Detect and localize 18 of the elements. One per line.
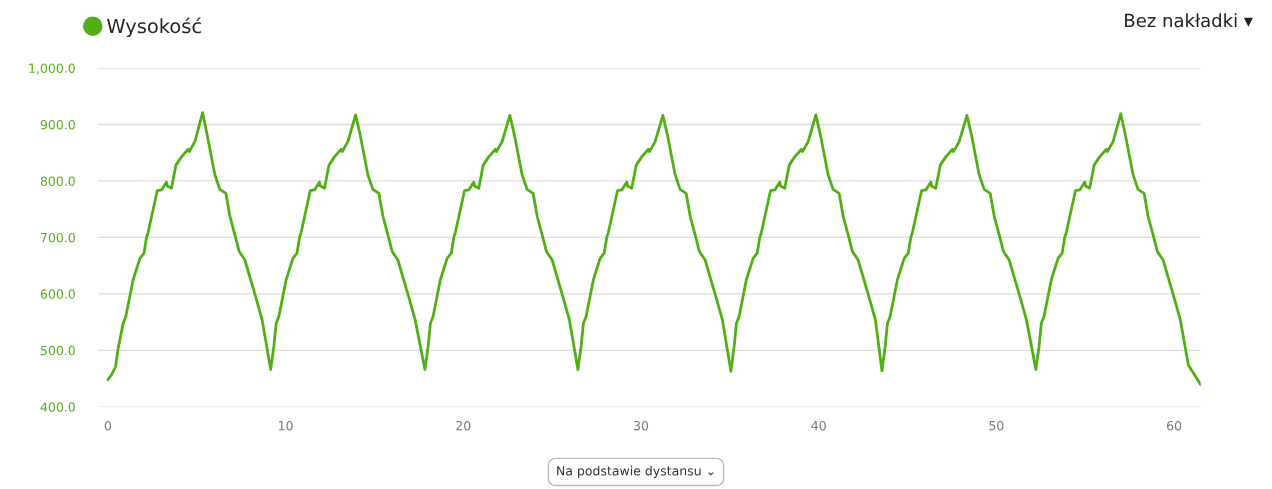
y-tick-label: 700.0 <box>40 232 75 243</box>
text: Bez nakładki ▾ <box>1125 13 1253 28</box>
legend-label: Wysokość <box>107 17 201 38</box>
x-tick-label: 40 <box>811 420 826 431</box>
y-tick-label: 900.0 <box>40 119 75 130</box>
x-tick-label: 10 <box>279 420 293 431</box>
y-tick-label: 600.0 <box>40 289 75 299</box>
x-tick-label: 30 <box>634 420 649 431</box>
text: Na podstawie dystansu ⌄ <box>557 465 714 478</box>
y-tick-label: 800.0 <box>40 176 75 186</box>
x-tick-label: 0 <box>104 420 112 431</box>
y-tick-label: 400.0 <box>40 402 75 412</box>
y-tick-label: 500.0 <box>40 345 75 356</box>
x-tick-label: 20 <box>456 420 471 431</box>
y-tick-label: 1,000.0 <box>29 63 75 75</box>
x-tick-label: 50 <box>989 420 1004 431</box>
line-series <box>106 111 1201 387</box>
x-tick-label: 60 <box>1167 420 1182 431</box>
